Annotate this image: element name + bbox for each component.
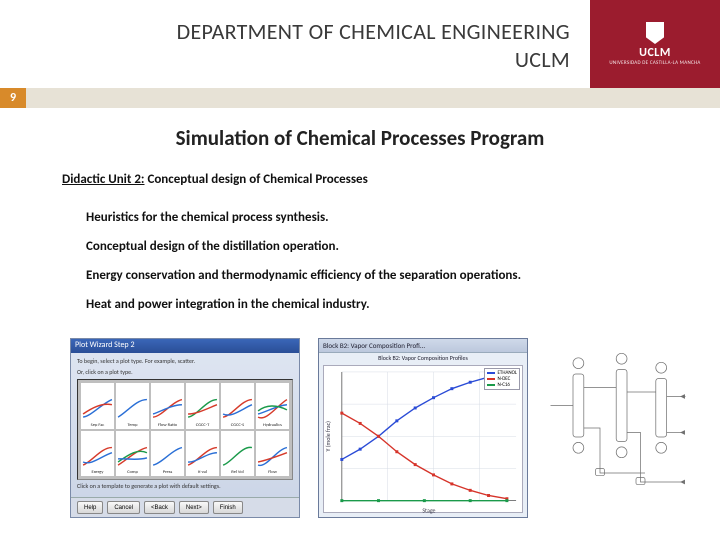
page-title: Simulation of Chemical Processes Program <box>0 125 720 151</box>
wizard-hint: To begin, select a plot type. For exampl… <box>77 357 293 365</box>
page-bar: 9 <box>0 88 720 108</box>
plot-wizard-window: Plot Wizard Step 2 To begin, select a pl… <box>70 338 300 518</box>
logo-subtext: UNIVERSIDAD DE CASTILLA-LA MANCHA <box>609 60 700 66</box>
comp-plot-area: Stage Y (mole frac) ETHANOLN-DECN-C16 <box>323 365 523 513</box>
wizard-body: To begin, select a plot type. For exampl… <box>71 353 299 497</box>
wizard-thumb-grid: Sep FacTempFlow RatioCGCC-TCGCC-SHydraul… <box>77 379 293 480</box>
header: DEPARTMENT OF CHEMICAL ENGINEERING UCLM … <box>0 0 720 88</box>
wizard-thumb[interactable]: K-val <box>186 431 219 477</box>
flowsheet-svg <box>546 338 690 518</box>
dept-line1: DEPARTMENT OF CHEMICAL ENGINEERING <box>60 18 570 46</box>
shield-icon <box>646 22 664 44</box>
unit-rest: Conceptual design of Chemical Processes <box>145 172 368 187</box>
comp-legend: ETHANOLN-DECN-C16 <box>484 368 520 390</box>
wizard-thumb[interactable]: Flow <box>256 431 289 477</box>
wizard-thumb[interactable]: Flow Ratio <box>151 383 184 429</box>
wizard-hint: Or, click on a plot type. <box>77 368 293 376</box>
unit-heading: Didactic Unit 2: Conceptual design of Ch… <box>62 172 368 187</box>
comp-subtitle: Block B2: Vapor Composition Profiles <box>319 353 527 363</box>
logo-text: UCLM <box>639 46 671 60</box>
bullet-item: Energy conservation and thermodynamic ef… <box>86 268 660 283</box>
page-bar-fill <box>26 88 720 108</box>
unit-prefix: Didactic Unit 2: <box>62 172 145 187</box>
cancel-button[interactable]: Cancel <box>107 501 140 514</box>
wizard-thumb[interactable]: CGCC-S <box>221 383 254 429</box>
wizard-thumb[interactable]: CGCC-T <box>186 383 219 429</box>
bullet-list: Heuristics for the chemical process synt… <box>86 210 660 326</box>
next-button[interactable]: Next> <box>179 501 209 514</box>
composition-chart-window: Block B2: Vapor Composition Profi... Blo… <box>318 338 528 518</box>
wizard-thumb[interactable]: Sep Fac <box>81 383 114 429</box>
comp-window-title: Block B2: Vapor Composition Profi... <box>319 339 527 353</box>
bullet-item: Conceptual design of the distillation op… <box>86 239 660 254</box>
wizard-thumb[interactable]: Rel Vol <box>221 431 254 477</box>
wizard-foot-hint: Click on a template to generate a plot w… <box>77 482 293 490</box>
wizard-thumb[interactable]: Hydraulics <box>256 383 289 429</box>
header-text: DEPARTMENT OF CHEMICAL ENGINEERING UCLM <box>0 0 590 88</box>
wizard-button-row: Help Cancel <Back Next> Finish <box>71 497 299 517</box>
dept-line2: UCLM <box>60 46 570 74</box>
wizard-titlebar: Plot Wizard Step 2 <box>71 339 299 353</box>
figure-row: Plot Wizard Step 2 To begin, select a pl… <box>70 338 690 530</box>
wizard-thumb[interactable]: Press <box>151 431 184 477</box>
bullet-item: Heat and power integration in the chemic… <box>86 297 660 312</box>
svg-text:Y (mole frac): Y (mole frac) <box>324 421 332 452</box>
bullet-item: Heuristics for the chemical process synt… <box>86 210 660 225</box>
svg-text:Stage: Stage <box>422 507 435 515</box>
wizard-thumb[interactable]: Temp <box>116 383 149 429</box>
process-flowsheet <box>546 338 690 518</box>
back-button[interactable]: <Back <box>144 501 175 514</box>
wizard-thumb[interactable]: Comp <box>116 431 149 477</box>
help-button[interactable]: Help <box>77 501 103 514</box>
wizard-thumb[interactable]: Exergy <box>81 431 114 477</box>
finish-button[interactable]: Finish <box>213 501 243 514</box>
uclm-logo: UCLM UNIVERSIDAD DE CASTILLA-LA MANCHA <box>590 0 720 88</box>
page-number: 9 <box>0 88 26 108</box>
